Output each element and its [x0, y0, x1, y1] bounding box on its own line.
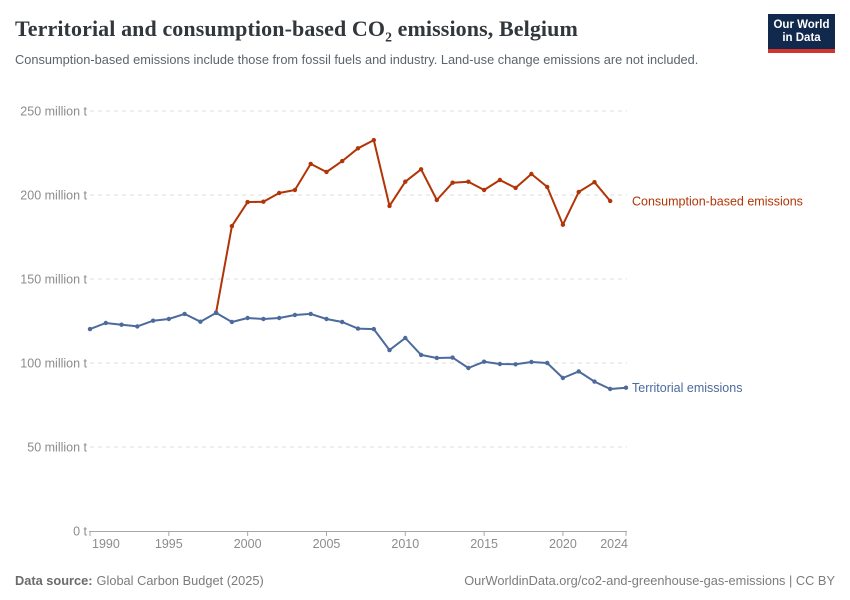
data-point-territorial [213, 310, 219, 316]
data-point-territorial [450, 355, 455, 360]
x-tick-label: 1995 [155, 537, 183, 551]
data-point-territorial [87, 326, 93, 332]
license-note: OurWorldinData.org/co2-and-greenhouse-ga… [464, 573, 835, 588]
chart-title-text-2: emissions, Belgium [392, 16, 578, 41]
data-source-value: Global Carbon Budget (2025) [96, 573, 264, 588]
x-tick-label: 2005 [313, 537, 341, 551]
data-point-territorial [560, 375, 566, 381]
data-point-consumption [387, 203, 392, 209]
x-tick-label: 2000 [234, 537, 262, 551]
data-point-territorial [418, 352, 424, 358]
data-point-territorial [308, 311, 313, 317]
data-point-consumption [355, 146, 361, 151]
data-point-consumption [576, 189, 581, 195]
data-point-territorial [545, 360, 550, 366]
data-point-consumption [466, 179, 471, 184]
data-point-territorial [513, 362, 518, 367]
data-point-consumption [418, 167, 424, 172]
data-point-consumption [371, 137, 376, 143]
data-point-territorial [245, 315, 250, 321]
data-point-territorial [229, 319, 235, 325]
data-point-territorial [292, 312, 298, 318]
data-point-territorial [434, 355, 439, 361]
data-point-territorial [529, 359, 534, 365]
data-point-consumption [608, 198, 613, 204]
y-tick-label: 250 million t [20, 105, 87, 119]
data-point-territorial [135, 324, 140, 329]
chart-footer: Data source: Global Carbon Budget (2025) … [15, 573, 835, 588]
data-point-territorial [608, 386, 613, 392]
data-point-territorial [150, 318, 156, 323]
y-tick-label: 150 million t [20, 273, 87, 287]
chart-subtitle: Consumption-based emissions include thos… [15, 52, 699, 67]
x-tick-label: 2024 [600, 537, 628, 551]
data-point-consumption [481, 187, 487, 193]
data-point-territorial [623, 385, 629, 390]
data-point-territorial [261, 316, 266, 322]
owid-logo: Our World in Data [768, 14, 835, 53]
data-point-consumption [560, 222, 566, 227]
data-point-territorial [277, 315, 282, 321]
data-point-consumption [261, 199, 266, 204]
data-point-territorial [466, 365, 471, 371]
data-point-consumption [450, 180, 455, 185]
x-tick-label: 2010 [391, 537, 419, 551]
data-point-territorial [592, 379, 597, 384]
data-point-territorial [403, 335, 408, 341]
data-point-territorial [481, 359, 487, 364]
data-point-consumption [545, 184, 550, 190]
chart-title: Territorial and consumption-based CO2 em… [15, 16, 745, 45]
x-tick-label: 2015 [470, 537, 498, 551]
series-end-label-territorial: Territorial emissions [632, 381, 742, 395]
data-point-consumption [324, 169, 329, 175]
data-point-consumption [308, 161, 313, 167]
series-line-consumption [215, 139, 611, 313]
chart-title-subscript: 2 [385, 29, 393, 45]
data-point-territorial [387, 347, 392, 353]
data-point-territorial [103, 320, 109, 326]
data-source-note: Data source: Global Carbon Budget (2025) [15, 573, 264, 588]
data-point-consumption [529, 171, 534, 177]
data-point-consumption [229, 223, 235, 229]
data-point-territorial [340, 319, 345, 325]
data-point-consumption [592, 180, 597, 185]
y-tick-label: 100 million t [20, 357, 87, 371]
owid-logo-line1: Our World [773, 19, 830, 31]
data-point-territorial [119, 322, 124, 327]
data-point-territorial [576, 369, 581, 374]
data-point-consumption [497, 177, 503, 183]
y-tick-label: 200 million t [20, 189, 87, 203]
data-point-territorial [371, 326, 376, 332]
series-line-territorial [89, 311, 627, 390]
x-tick-label: 1990 [92, 537, 120, 551]
data-point-territorial [166, 316, 171, 322]
data-point-territorial [198, 319, 203, 324]
data-source-label: Data source: [15, 573, 93, 588]
y-tick-label: 0 t [73, 525, 87, 539]
y-tick-label: 50 million t [27, 441, 87, 455]
data-point-consumption [292, 187, 298, 193]
data-point-territorial [497, 361, 503, 367]
data-point-consumption [340, 158, 345, 164]
series-end-label-consumption: Consumption-based emissions [632, 195, 803, 209]
data-point-territorial [182, 311, 187, 317]
data-point-consumption [513, 185, 518, 191]
owid-logo-line2: in Data [782, 32, 821, 44]
data-point-territorial [324, 316, 329, 322]
data-point-consumption [434, 197, 439, 203]
x-tick-label: 2020 [549, 537, 577, 551]
data-point-consumption [403, 179, 408, 184]
chart-title-text: Territorial and consumption-based CO [15, 16, 386, 41]
data-point-consumption [245, 199, 250, 205]
data-point-territorial [355, 326, 361, 331]
data-point-consumption [277, 190, 282, 196]
